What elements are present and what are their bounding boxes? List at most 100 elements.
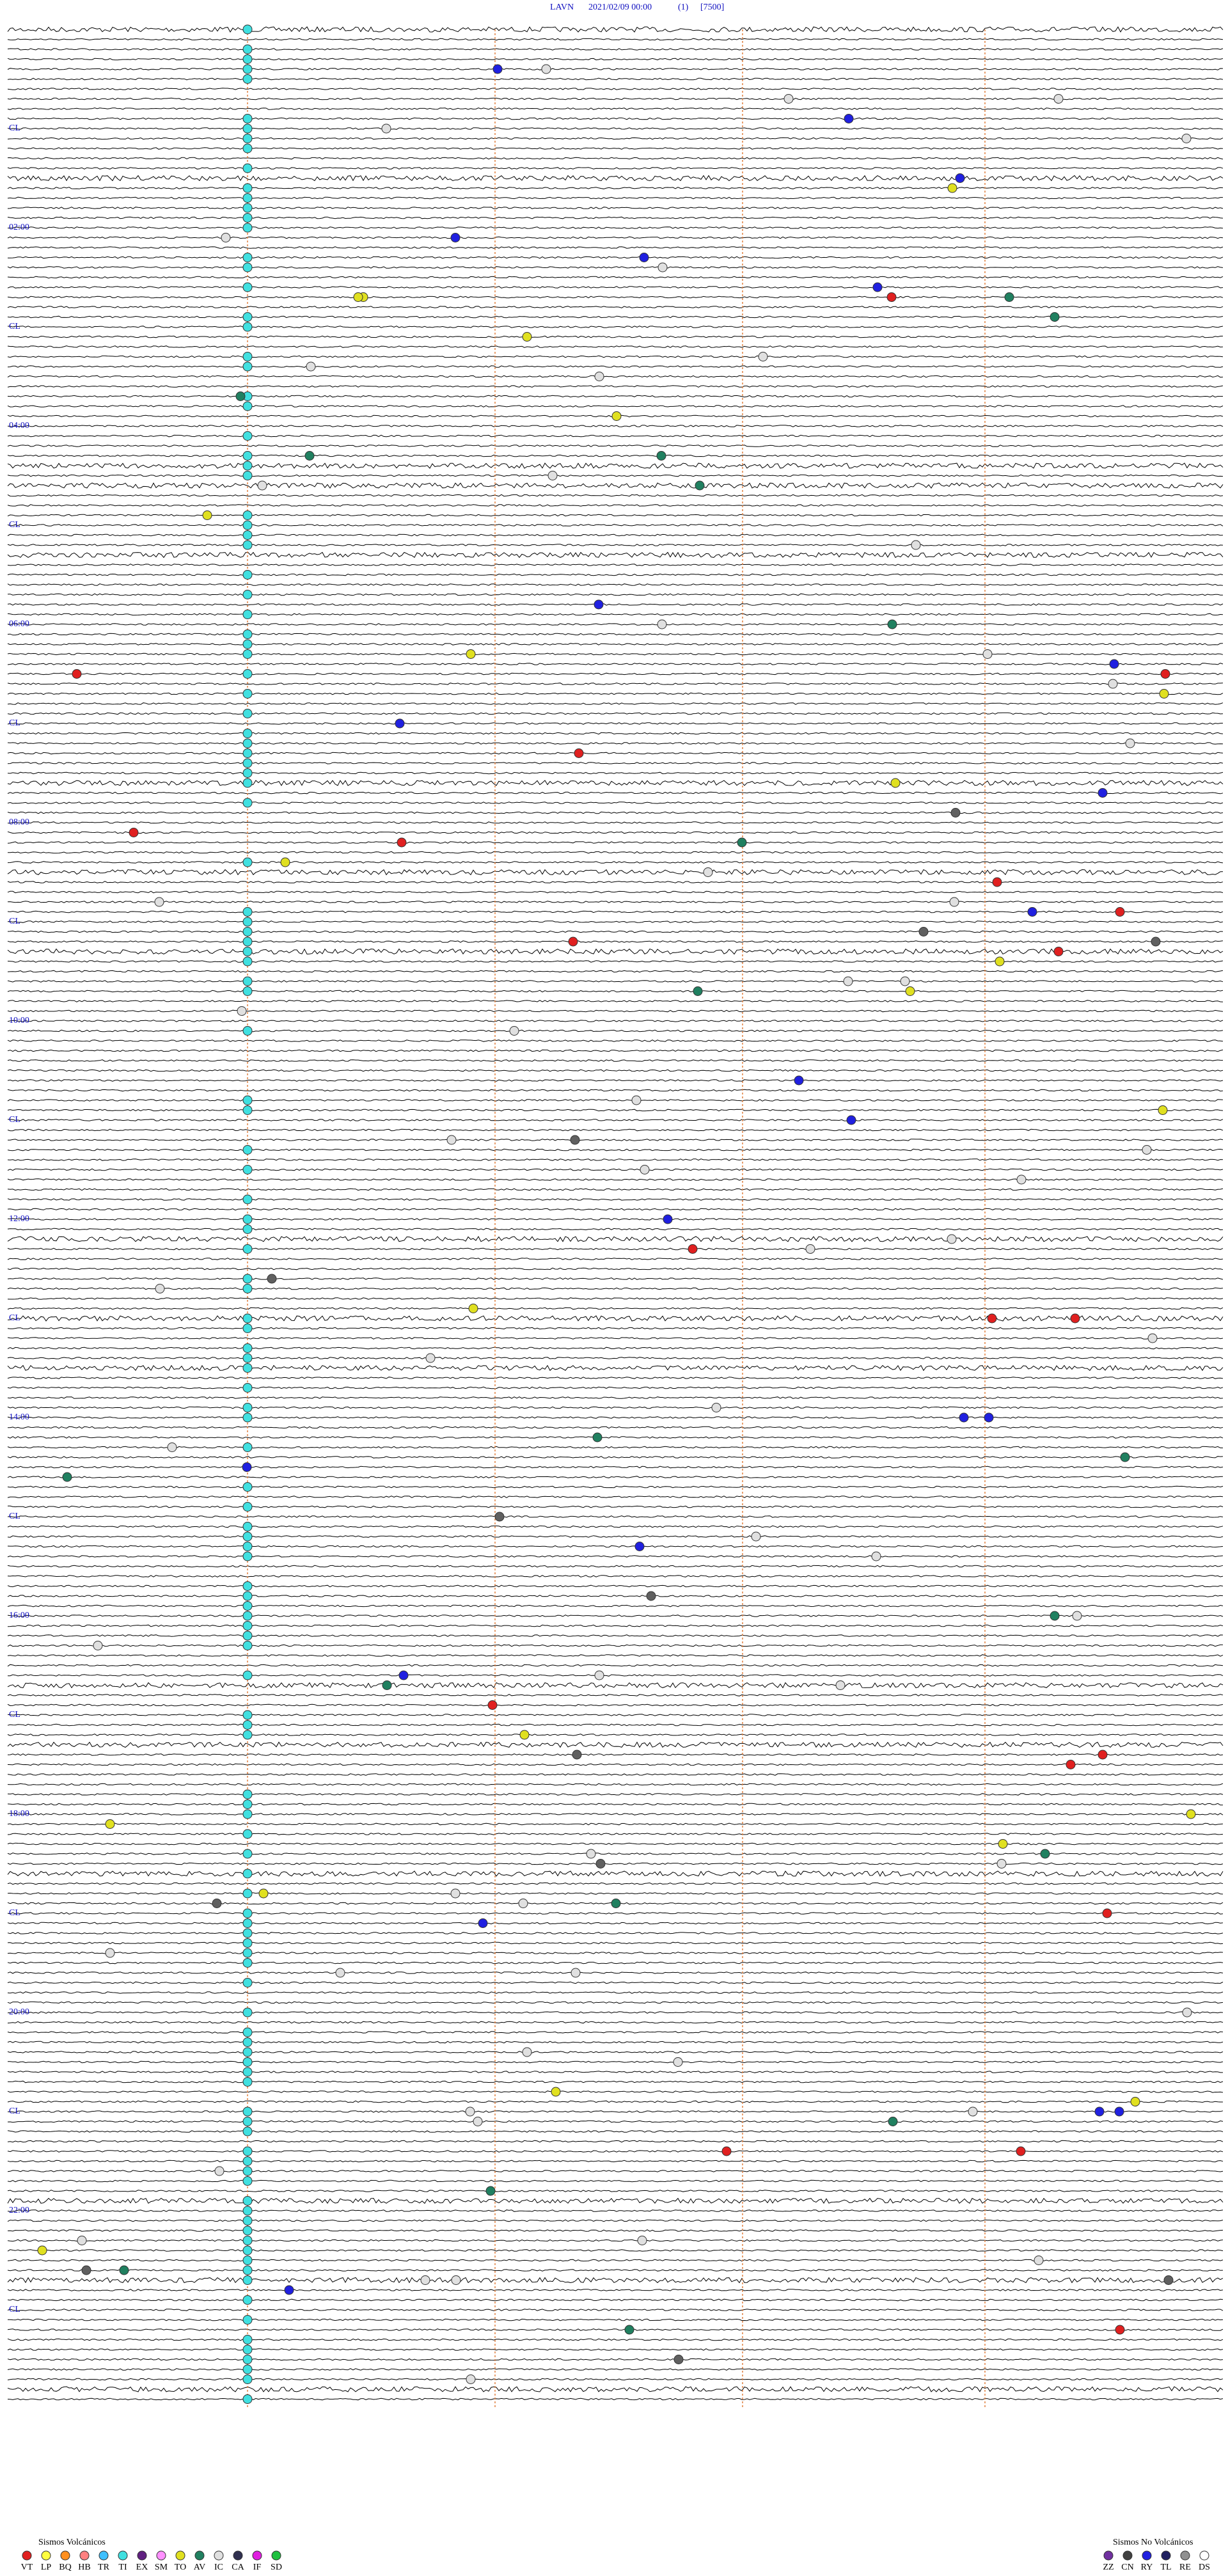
event-marker (594, 372, 604, 381)
trace (7, 2229, 1224, 2232)
event-marker (570, 1135, 580, 1145)
event-marker (657, 262, 668, 273)
event-marker (242, 1274, 253, 1284)
trace (7, 462, 1224, 469)
event-marker (595, 1859, 606, 1869)
trace (7, 276, 1224, 279)
event-marker (72, 669, 82, 679)
trace (7, 1287, 1224, 1290)
hour-label: CL (9, 1512, 20, 1521)
trace (7, 980, 1224, 983)
hour-label: CL (9, 1313, 20, 1323)
event-marker (1109, 659, 1119, 669)
trace (7, 2338, 1224, 2341)
trace (7, 1694, 1224, 1696)
event-marker (81, 2265, 91, 2275)
trace (7, 2259, 1224, 2262)
trace (7, 2378, 1224, 2381)
trace (7, 2090, 1224, 2093)
trace (7, 2277, 1224, 2284)
time-label: 04:00 (9, 421, 29, 431)
event-marker (242, 2355, 253, 2364)
event-marker (242, 1194, 253, 1205)
event-marker (242, 2156, 253, 2166)
trace (7, 1436, 1224, 1439)
event-marker (242, 471, 253, 480)
trace (7, 890, 1224, 894)
legend-swatch (22, 2550, 32, 2561)
trace (7, 1029, 1224, 1032)
trace (7, 1188, 1224, 1191)
trace (7, 167, 1224, 170)
event-marker (1181, 134, 1192, 143)
event-marker (381, 123, 391, 134)
trace (7, 2179, 1224, 2183)
event-marker (284, 2285, 294, 2295)
trace (7, 1862, 1224, 1865)
trace (7, 910, 1224, 913)
event-marker (1108, 679, 1118, 689)
trace (7, 306, 1224, 308)
event-marker (242, 1948, 253, 1958)
event-marker (242, 2295, 253, 2305)
event-marker (353, 292, 363, 302)
legend-swatch (1180, 2550, 1190, 2561)
trace (7, 1168, 1224, 1171)
trace (7, 692, 1224, 695)
event-marker (242, 1710, 253, 1720)
event-marker (242, 2146, 253, 2156)
trace (7, 2328, 1224, 2331)
event-marker (992, 877, 1002, 887)
event-marker (586, 1849, 596, 1859)
trace (7, 107, 1224, 110)
legend-swatch (1161, 2550, 1171, 2561)
trace (7, 2298, 1224, 2302)
legend-swatch (156, 2550, 166, 2561)
time-label: 14:00 (9, 1412, 29, 1422)
event-marker (955, 173, 965, 183)
event-marker (835, 1680, 846, 1690)
trace (7, 1307, 1224, 1310)
event-marker (1159, 689, 1169, 699)
event-marker (242, 1363, 253, 1373)
trace (7, 533, 1224, 537)
event-marker (996, 1859, 1007, 1869)
trace (7, 1364, 1224, 1371)
trace (7, 1813, 1224, 1815)
event-marker (547, 471, 558, 480)
event-marker (395, 718, 405, 729)
trace (7, 1178, 1224, 1181)
trace (7, 1357, 1224, 1359)
trace (7, 2197, 1224, 2204)
trace (7, 702, 1224, 705)
event-marker (242, 778, 253, 788)
trace (7, 901, 1224, 903)
event-marker (242, 1412, 253, 1423)
event-marker (998, 1839, 1008, 1849)
trace (7, 1584, 1224, 1588)
trace (7, 652, 1224, 656)
trace (7, 425, 1224, 427)
trace (8, 1218, 1224, 1221)
event-marker (242, 956, 253, 967)
event-marker (242, 2196, 253, 2206)
event-marker (242, 2057, 253, 2067)
event-marker (242, 431, 253, 441)
trace (7, 1961, 1224, 1964)
trace (7, 1703, 1224, 1707)
event-marker (280, 857, 290, 867)
event-marker (397, 837, 407, 848)
trace (7, 2190, 1224, 2192)
trace (7, 633, 1224, 636)
event-marker (242, 976, 253, 986)
event-marker (242, 907, 253, 917)
trace (7, 1822, 1224, 1826)
event-marker (663, 1214, 673, 1224)
trace (7, 286, 1224, 288)
traces (7, 26, 1224, 2401)
trace (7, 1981, 1224, 1984)
event-marker (242, 2067, 253, 2077)
legend-swatch (1103, 2550, 1114, 2561)
trace (7, 762, 1224, 764)
trace (7, 375, 1224, 378)
